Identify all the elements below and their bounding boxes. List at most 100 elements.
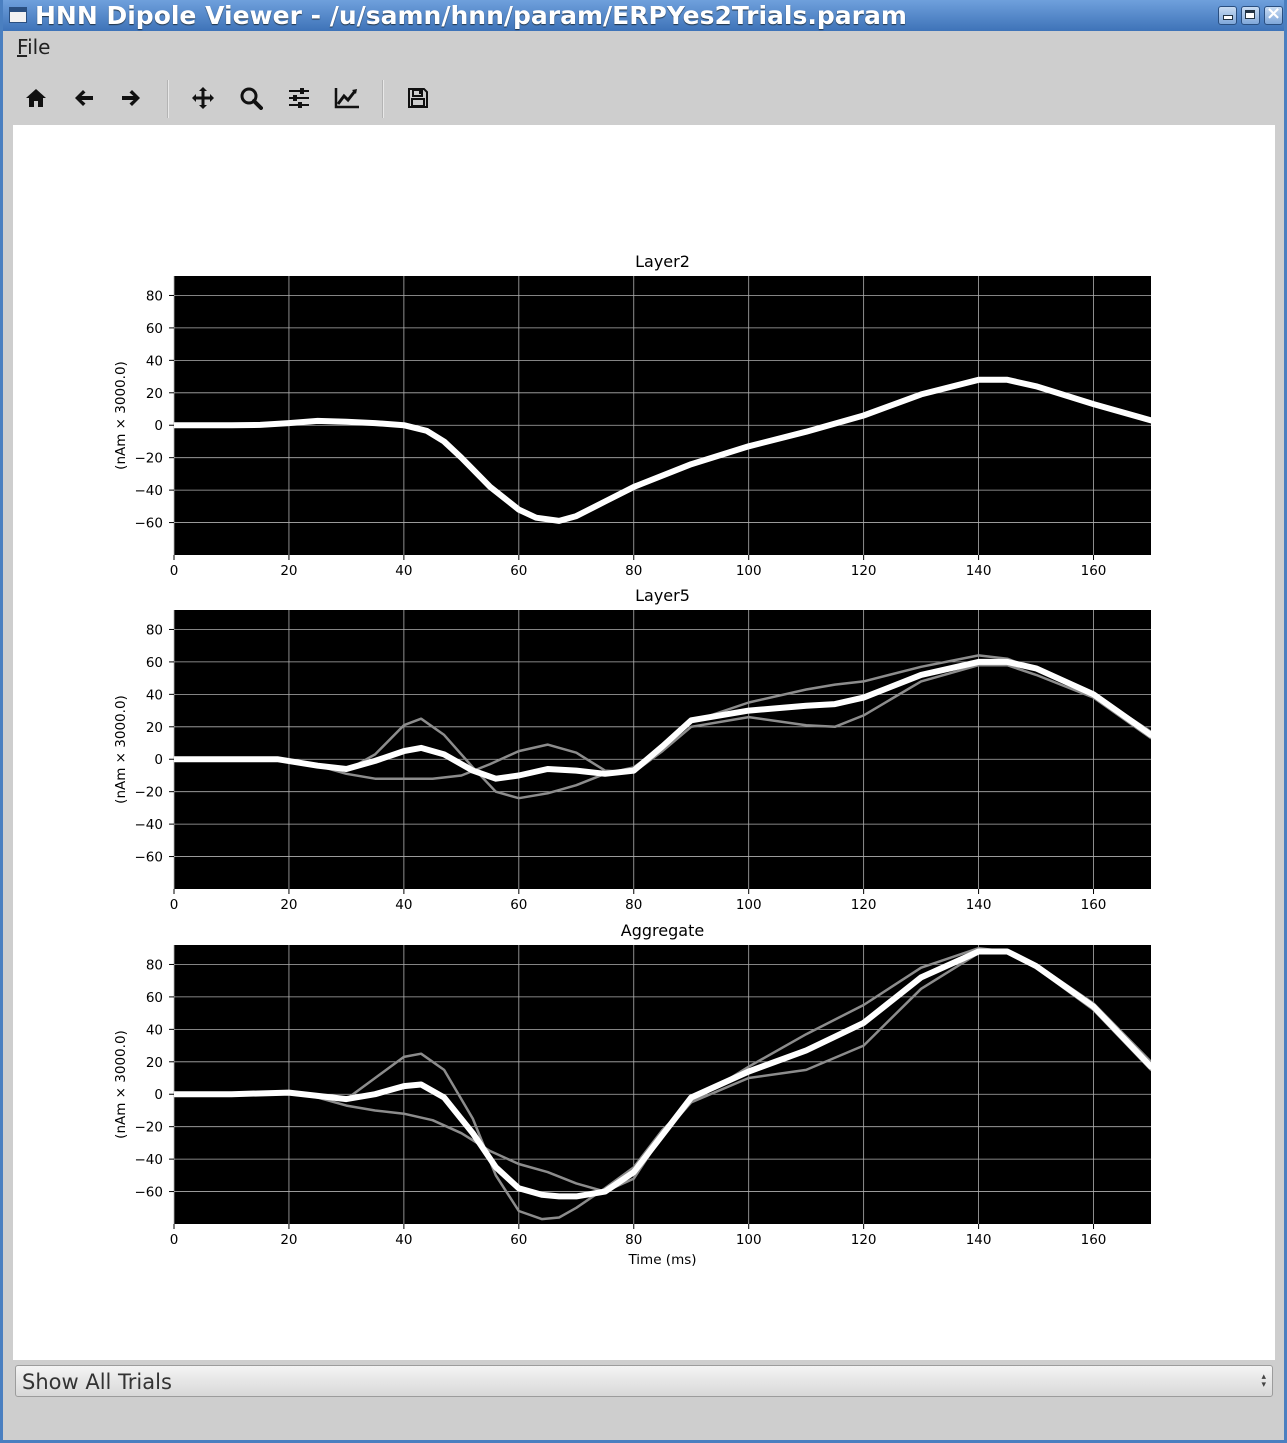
y-tick-label: 40 [146,1022,163,1038]
axes-background [174,276,1151,555]
configure-subplots-button[interactable] [279,76,319,120]
zoom-icon [240,87,263,110]
forward-button[interactable] [111,76,151,120]
y-tick-label: 20 [146,1055,163,1071]
x-tick-label: 0 [170,563,179,579]
series-group [174,654,1151,800]
x-tick-label: 140 [966,897,992,913]
x-tick-label: 120 [851,563,877,579]
subplot-layer5: 0 20 40 60 80 100 120 140 160 −60 −40 −20 0 20 40 60 80 L… [113,586,1151,913]
edit-axes-button[interactable] [327,76,367,120]
y-tick-label: 0 [154,752,163,768]
y-tick-label: 60 [146,321,163,337]
menu-file-rest: ile [27,35,51,59]
series-group [174,946,1151,1221]
x-tick-label: 80 [625,1232,642,1248]
x-tick-label: 100 [736,897,762,913]
pan-icon [192,87,214,109]
x-tick-label: 20 [280,1232,297,1248]
y-tick-label: 60 [146,655,163,671]
trial-select-dropdown[interactable]: Show All Trials ▴ ▾ [15,1365,1273,1397]
x-tick-label: 120 [851,897,877,913]
home-icon [26,89,46,107]
zoom-button[interactable] [231,76,271,120]
trial-dipole-line [174,946,1151,1193]
title-bar[interactable]: HNN Dipole Viewer - /u/samn/hnn/param/ER… [3,0,1284,31]
y-tick-label: −20 [135,1120,164,1136]
y-tick-label: 20 [146,720,163,736]
y-tick-label: 60 [146,990,163,1006]
edit-axes-icon [334,88,359,109]
trial-dipole-line [174,663,1151,780]
y-axis-label: (nAm × 3000.0) [113,361,129,470]
maximize-button[interactable] [1241,6,1260,25]
y-axis-label: (nAm × 3000.0) [113,1030,129,1139]
average-dipole-line [174,658,1151,782]
x-tick-label: 160 [1081,1232,1107,1248]
pan-button[interactable] [183,76,223,120]
y-tick-label: −60 [135,516,164,532]
y-tick-label: 40 [146,353,163,369]
y-axis-label: (nAm × 3000.0) [113,695,129,804]
menu-file[interactable]: File [17,35,50,59]
y-tick-label: −20 [135,785,164,801]
y-tick-label: 0 [154,1087,163,1103]
x-tick-label: 80 [625,897,642,913]
y-tick-label: 80 [146,622,163,638]
y-tick-label: −40 [135,817,164,833]
y-tick-label: 80 [146,288,163,304]
minimize-button[interactable] [1218,6,1237,25]
trial-select-value: Show All Trials [22,1370,172,1394]
back-arrow-icon [75,90,93,106]
subplot-title: Aggregate [621,921,704,940]
series-group [174,376,1151,524]
toolbar-separator [167,80,169,118]
window-title: HNN Dipole Viewer - /u/samn/hnn/param/ER… [35,1,907,30]
home-button[interactable] [16,76,56,120]
dropdown-arrow-icon: ▴ ▾ [1261,1372,1266,1390]
trial-dipole-line [174,950,1151,1221]
x-tick-label: 160 [1081,897,1107,913]
x-tick-label: 40 [395,563,412,579]
menu-bar: File [3,31,1284,63]
forward-arrow-icon [122,90,140,106]
toolbar-separator [382,80,384,118]
figure-canvas[interactable]: 0 20 40 60 80 100 120 140 160 −60 −40 −20 0 20 40 60 80 L… [13,125,1275,1360]
x-tick-label: 40 [395,1232,412,1248]
x-tick-label: 100 [736,1232,762,1248]
subplot-title: Layer2 [635,252,690,271]
x-tick-label: 40 [395,897,412,913]
x-tick-label: 60 [510,563,527,579]
x-tick-label: 20 [280,897,297,913]
y-tick-label: 80 [146,957,163,973]
window-icon [9,7,27,23]
y-tick-label: −60 [135,850,164,866]
x-tick-label: 0 [170,897,179,913]
x-axis-label: Time (ms) [627,1252,696,1268]
dipole-figure[interactable]: 0 20 40 60 80 100 120 140 160 −60 −40 −20 0 20 40 60 80 L… [13,125,1275,1360]
close-button[interactable] [1264,3,1283,25]
x-tick-label: 60 [510,1232,527,1248]
status-bar [3,1404,1284,1440]
save-figure-button[interactable] [398,76,438,120]
y-tick-label: −60 [135,1185,164,1201]
y-tick-label: −40 [135,483,164,499]
average-dipole-line [174,376,1151,524]
y-tick-label: 20 [146,386,163,402]
x-tick-label: 140 [966,1232,992,1248]
x-tick-label: 20 [280,563,297,579]
save-icon [408,88,428,108]
x-tick-label: 80 [625,563,642,579]
y-tick-label: −20 [135,451,164,467]
x-tick-label: 60 [510,897,527,913]
x-tick-label: 100 [736,563,762,579]
navigation-toolbar [3,76,1284,122]
x-tick-label: 0 [170,1232,179,1248]
back-button[interactable] [64,76,104,120]
configure-subplots-icon [289,88,309,108]
subplot-aggregate: 0 20 40 60 80 100 120 140 160 −60 −40 −20 0 20 40 60 80 A… [113,921,1151,1268]
subplot-title: Layer5 [635,586,690,605]
subplot-layer2: 0 20 40 60 80 100 120 140 160 −60 −40 −20 0 20 40 60 80 L… [113,252,1151,579]
menu-file-mnemonic: F [17,35,28,59]
